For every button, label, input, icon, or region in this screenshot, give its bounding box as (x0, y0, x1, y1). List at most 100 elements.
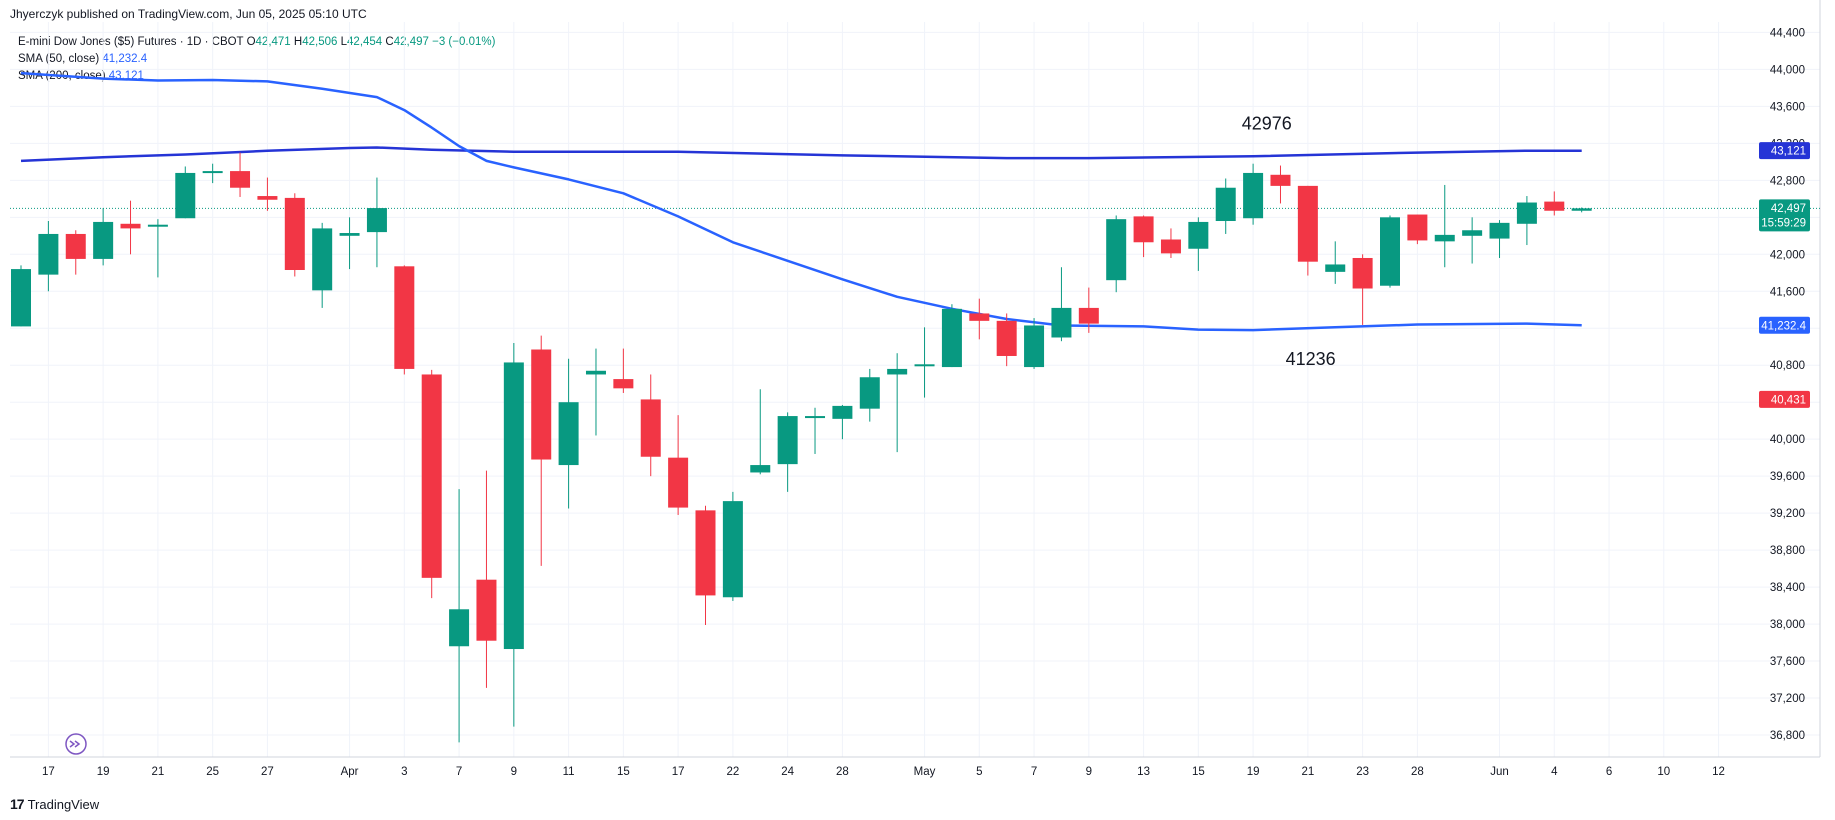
time-tick-label: 23 (1356, 766, 1369, 778)
candle[interactable] (558, 358, 579, 509)
price-tick-label: 39,600 (1770, 471, 1805, 483)
candle-body (1078, 307, 1099, 324)
candle[interactable] (284, 193, 305, 277)
candle-body (832, 405, 853, 419)
candle[interactable] (147, 219, 168, 278)
candle[interactable] (11, 265, 31, 327)
candle[interactable] (1051, 267, 1072, 342)
replay-icon[interactable] (69, 740, 81, 748)
candle[interactable] (777, 412, 798, 492)
candle[interactable] (1489, 220, 1510, 258)
candle[interactable] (38, 221, 59, 292)
low-label: L (340, 36, 348, 48)
candle-body (722, 501, 743, 598)
candle[interactable] (339, 217, 360, 270)
candle[interactable] (859, 368, 880, 422)
candle[interactable] (1325, 241, 1346, 284)
sma50-path[interactable] (20, 71, 1582, 332)
candle[interactable] (230, 152, 251, 197)
price-tick-label: 36,800 (1770, 730, 1805, 742)
open-label: O (246, 36, 256, 48)
annotation-label: 42976 (1242, 113, 1292, 133)
candle[interactable] (202, 163, 223, 184)
candle[interactable] (996, 313, 1017, 367)
candle[interactable] (805, 407, 826, 454)
candle[interactable] (421, 369, 442, 599)
candle[interactable] (1571, 207, 1592, 213)
candle[interactable] (93, 208, 114, 266)
candle[interactable] (531, 335, 552, 566)
candle-body (914, 364, 935, 367)
close-value: 42,497 (393, 36, 429, 48)
candle[interactable] (1380, 215, 1400, 288)
candle[interactable] (887, 353, 908, 453)
candle-body (147, 224, 168, 227)
candle[interactable] (1215, 178, 1236, 234)
candle[interactable] (1516, 196, 1537, 246)
candle[interactable] (65, 230, 86, 275)
candle[interactable] (832, 404, 853, 440)
candle[interactable] (1160, 228, 1181, 258)
candle-body (750, 465, 771, 473)
candle-body (1188, 221, 1209, 249)
price-tag-value: 43,121 (1771, 146, 1806, 158)
time-tick-label: 11 (563, 766, 575, 778)
candle[interactable] (1544, 191, 1565, 216)
candle[interactable] (941, 304, 962, 368)
candle[interactable] (1188, 217, 1209, 271)
candle[interactable] (1270, 165, 1291, 204)
candle[interactable] (476, 470, 497, 688)
price-tag-value: 41,232.4 (1761, 320, 1806, 332)
candle[interactable] (1078, 287, 1099, 333)
candle[interactable] (1133, 215, 1154, 258)
candle[interactable] (668, 415, 689, 515)
candle[interactable] (585, 348, 606, 436)
time-tick-label: 3 (401, 766, 407, 778)
candle[interactable] (1407, 214, 1428, 245)
candles (11, 152, 1592, 743)
high-label: H (293, 36, 303, 48)
sma50-row[interactable]: SMA (50, close) 41,232.4 (18, 51, 495, 68)
candle[interactable] (695, 505, 716, 625)
replay-button[interactable] (65, 733, 87, 755)
candle[interactable] (257, 177, 278, 211)
symbol-title[interactable]: E-mini Dow Jones ($5) Futures · 1D · CBO… (18, 36, 244, 48)
sma200-path[interactable] (20, 146, 1582, 163)
candle[interactable] (120, 200, 141, 255)
candle-body (1270, 174, 1291, 186)
price-tag: 40,431 (1759, 390, 1810, 408)
candle[interactable] (1434, 184, 1455, 268)
low-value: 42,454 (347, 36, 383, 48)
candle[interactable] (914, 327, 935, 398)
open-value: 42,471 (255, 36, 291, 48)
price-tag: 41,232.4 (1759, 316, 1810, 334)
candle[interactable] (1024, 318, 1045, 369)
annotations: 42976 41236 (1242, 113, 1336, 369)
candle[interactable] (969, 298, 990, 340)
candle-body (1243, 172, 1264, 219)
candle[interactable] (750, 389, 771, 475)
publisher-line: Jhyerczyk published on TradingView.com, … (10, 7, 367, 21)
candle[interactable] (1243, 163, 1264, 225)
candle[interactable] (394, 265, 415, 375)
candle[interactable] (1106, 215, 1127, 293)
candle[interactable] (640, 374, 661, 477)
replay-icon-circle[interactable] (65, 733, 87, 755)
candle[interactable] (1352, 254, 1373, 325)
candle[interactable] (503, 343, 524, 727)
candle[interactable] (175, 166, 196, 219)
candle[interactable] (613, 348, 634, 393)
candle[interactable] (312, 222, 333, 308)
time-tick-label: 4 (1551, 766, 1558, 778)
candle[interactable] (449, 489, 470, 743)
candle[interactable] (1462, 217, 1483, 264)
candle[interactable] (722, 491, 743, 601)
candle[interactable] (366, 177, 387, 268)
change-value: −3 (−0.01%) (432, 36, 496, 48)
footer-brand[interactable]: 17 TradingView (10, 796, 99, 812)
candle-body (394, 266, 415, 369)
candle[interactable] (1297, 185, 1318, 276)
time-tick-label: 28 (1411, 766, 1424, 778)
price-tags: 43,121 42,497 15:59:29 41,232.4 40,431 (1759, 142, 1810, 408)
